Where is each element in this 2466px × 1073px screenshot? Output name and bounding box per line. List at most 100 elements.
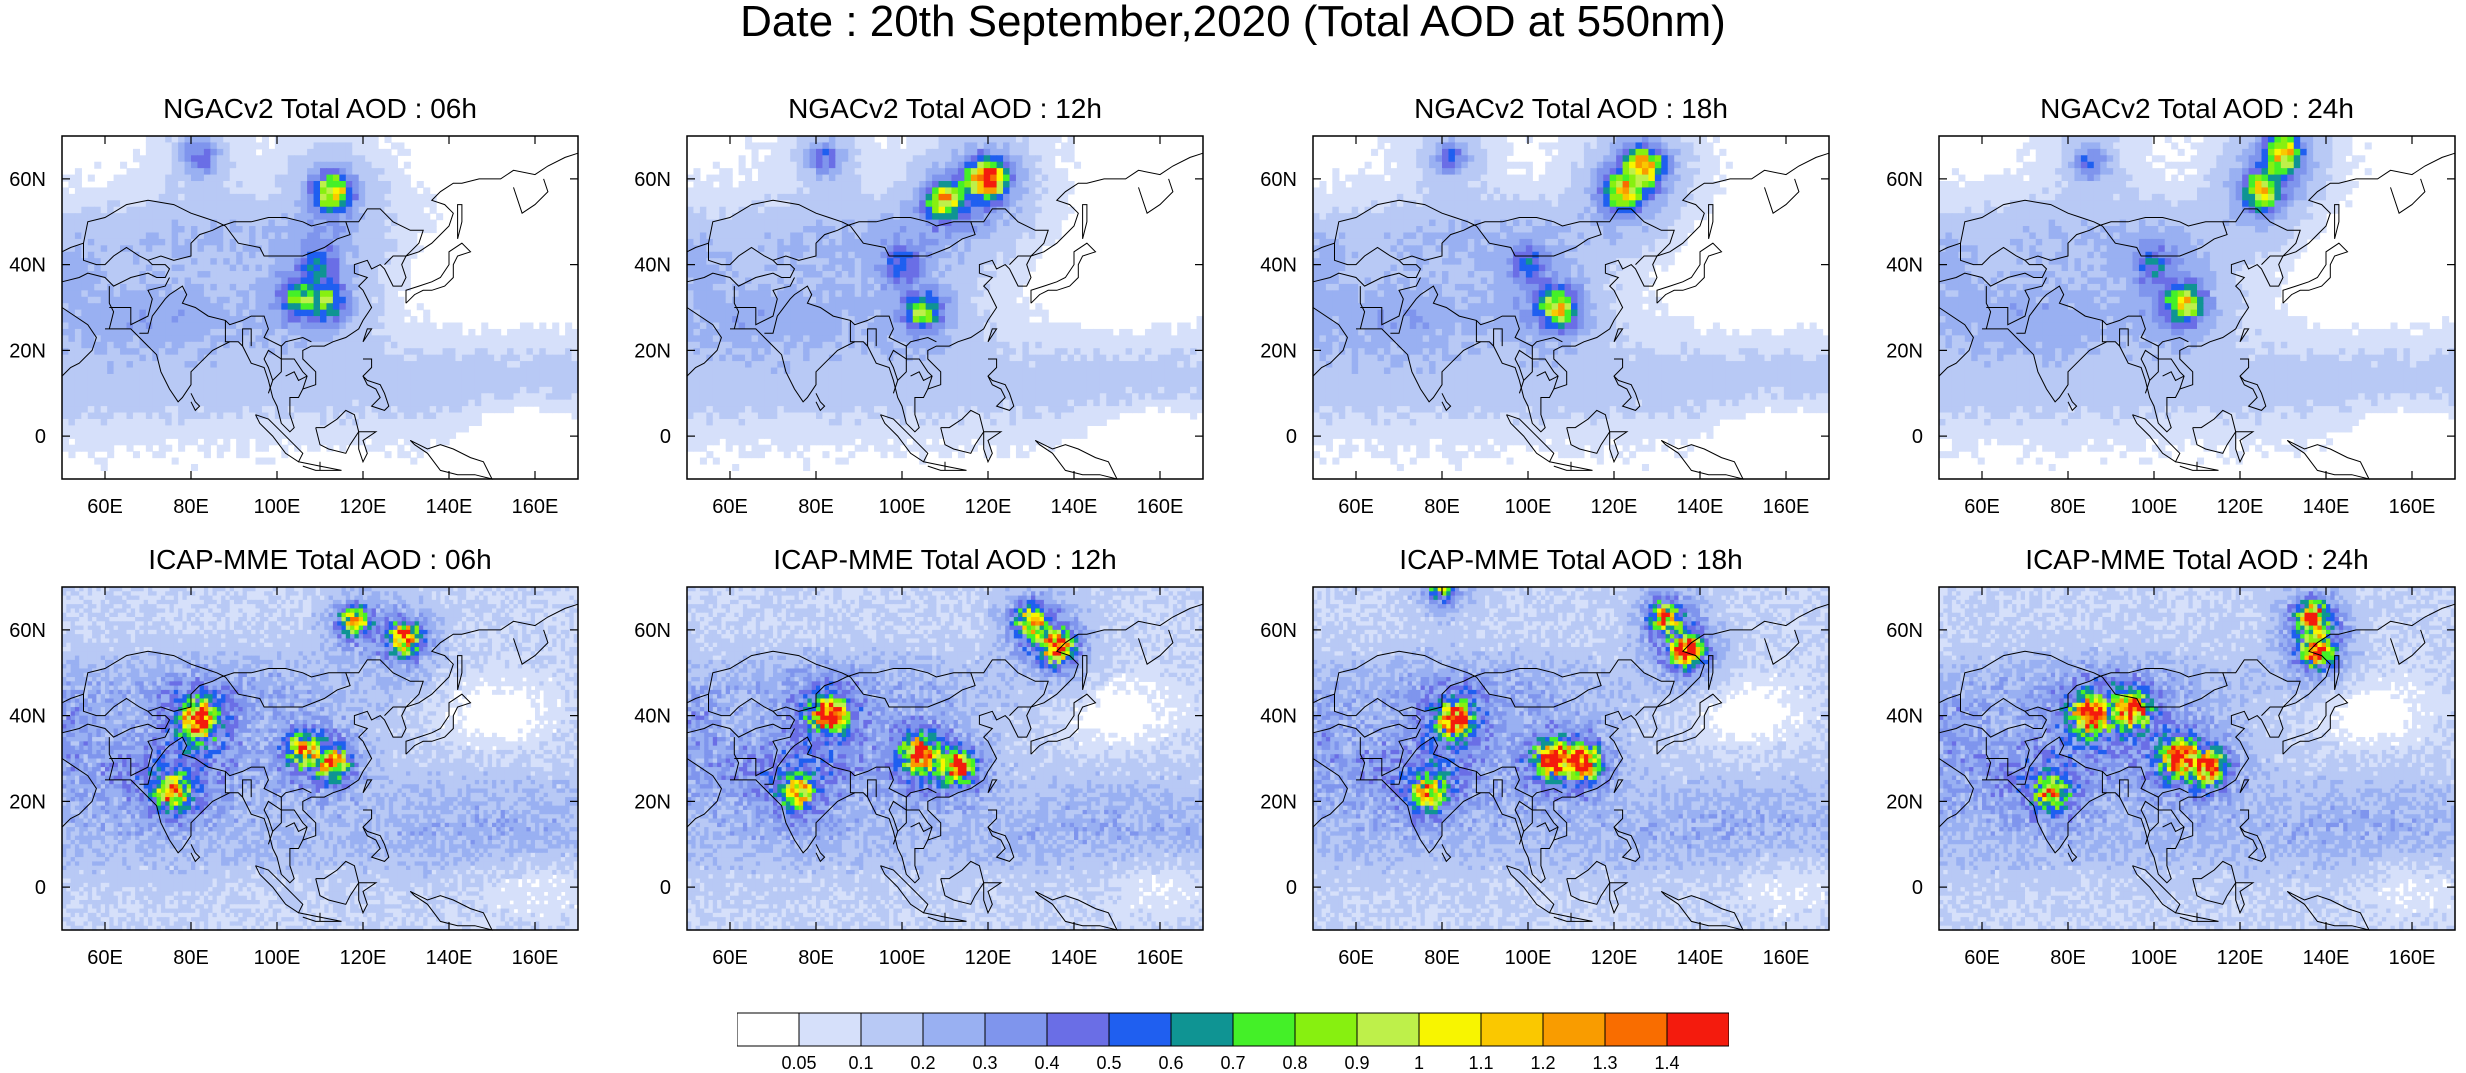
colorbar-label: 1.3 [1592,1054,1617,1072]
lat-tick-label: 60N [1260,169,1297,191]
lon-tick-label: 140E [1051,496,1098,518]
lon-tick-label: 80E [173,496,209,518]
lat-tick-label: 20N [634,791,671,813]
aod-field [1313,136,1830,471]
lat-tick-label: 40N [1886,706,1923,728]
lon-tick-label: 80E [798,947,834,969]
lon-tick-label: 120E [965,496,1012,518]
panel-title: ICAP-MME Total AOD : 18h [1313,545,1829,575]
colorbar-swatch [1233,1013,1295,1046]
lat-tick-label: 20N [634,340,671,362]
lat-tick-label: 60N [1260,620,1297,642]
lon-tick-label: 140E [2303,947,2350,969]
panel-title: ICAP-MME Total AOD : 06h [62,545,578,575]
lon-tick-label: 80E [798,496,834,518]
lon-tick-label: 120E [340,496,387,518]
lat-tick-label: 60N [634,620,671,642]
colorbar-label: 1 [1414,1054,1424,1072]
colorbar-label: 0.3 [972,1054,997,1072]
colorbar-swatch [1047,1013,1109,1046]
lon-tick-label: 160E [512,496,559,518]
colorbar-swatch [985,1013,1047,1046]
lon-tick-label: 100E [1505,947,1552,969]
lon-tick-label: 100E [2131,947,2178,969]
lon-tick-label: 100E [879,496,926,518]
lat-tick-label: 0 [660,877,671,899]
panel-title: NGACv2 Total AOD : 12h [687,94,1203,124]
lon-tick-label: 120E [2217,496,2264,518]
lon-tick-label: 140E [426,496,473,518]
lat-tick-label: 20N [9,340,46,362]
colorbar-swatch [1667,1013,1729,1046]
lat-tick-label: 0 [35,426,46,448]
lat-tick-label: 0 [35,877,46,899]
colorbar-label: 1.4 [1654,1054,1679,1072]
colorbar-swatch [737,1013,799,1046]
lon-tick-label: 80E [2050,496,2086,518]
lat-tick-label: 20N [1260,340,1297,362]
lat-tick-label: 60N [634,169,671,191]
lat-tick-label: 60N [9,169,46,191]
lon-tick-label: 120E [2217,947,2264,969]
lat-tick-label: 60N [1886,620,1923,642]
lat-tick-label: 40N [9,706,46,728]
lon-tick-label: 120E [965,947,1012,969]
lon-tick-label: 160E [1137,947,1184,969]
colorbar-label: 0.2 [910,1054,935,1072]
lon-tick-label: 120E [1591,496,1638,518]
colorbar-label: 0.6 [1158,1054,1183,1072]
colorbar-swatch [1171,1013,1233,1046]
lon-tick-label: 60E [1964,947,2000,969]
lon-tick-label: 60E [712,496,748,518]
lat-tick-label: 0 [1286,877,1297,899]
lat-tick-label: 40N [1886,255,1923,277]
lon-tick-label: 140E [426,947,473,969]
lon-tick-label: 160E [1137,496,1184,518]
colorbar-swatch [1605,1013,1667,1046]
lon-tick-label: 160E [1763,947,1810,969]
colorbar-swatch [799,1013,861,1046]
lon-tick-label: 80E [2050,947,2086,969]
colorbar-label: 0.8 [1282,1054,1307,1072]
lon-tick-label: 80E [1424,947,1460,969]
lon-tick-label: 140E [1677,496,1724,518]
panel-title: ICAP-MME Total AOD : 24h [1939,545,2455,575]
colorbar-label: 0.9 [1344,1054,1369,1072]
lon-tick-label: 100E [2131,496,2178,518]
colorbar-swatch [923,1013,985,1046]
lat-tick-label: 40N [634,706,671,728]
lon-tick-label: 60E [712,947,748,969]
main-title: Date : 20th September,2020 (Total AOD at… [0,0,2466,44]
panel-title: ICAP-MME Total AOD : 12h [687,545,1203,575]
lon-tick-label: 100E [254,947,301,969]
lat-tick-label: 20N [1260,791,1297,813]
lon-tick-label: 60E [1338,496,1374,518]
lat-tick-label: 40N [1260,255,1297,277]
lat-tick-label: 60N [1886,169,1923,191]
lon-tick-label: 140E [1677,947,1724,969]
lat-tick-label: 20N [1886,791,1923,813]
lat-tick-label: 40N [1260,706,1297,728]
colorbar-swatch [861,1013,923,1046]
aod-colorbar [737,1012,1729,1048]
lon-tick-label: 160E [512,947,559,969]
colorbar-label: 1.1 [1468,1054,1493,1072]
lon-tick-label: 100E [254,496,301,518]
lat-tick-label: 0 [660,426,671,448]
lat-tick-label: 0 [1912,877,1923,899]
panel-title: NGACv2 Total AOD : 18h [1313,94,1829,124]
colorbar-label: 0.4 [1034,1054,1059,1072]
lat-tick-label: 20N [1886,340,1923,362]
